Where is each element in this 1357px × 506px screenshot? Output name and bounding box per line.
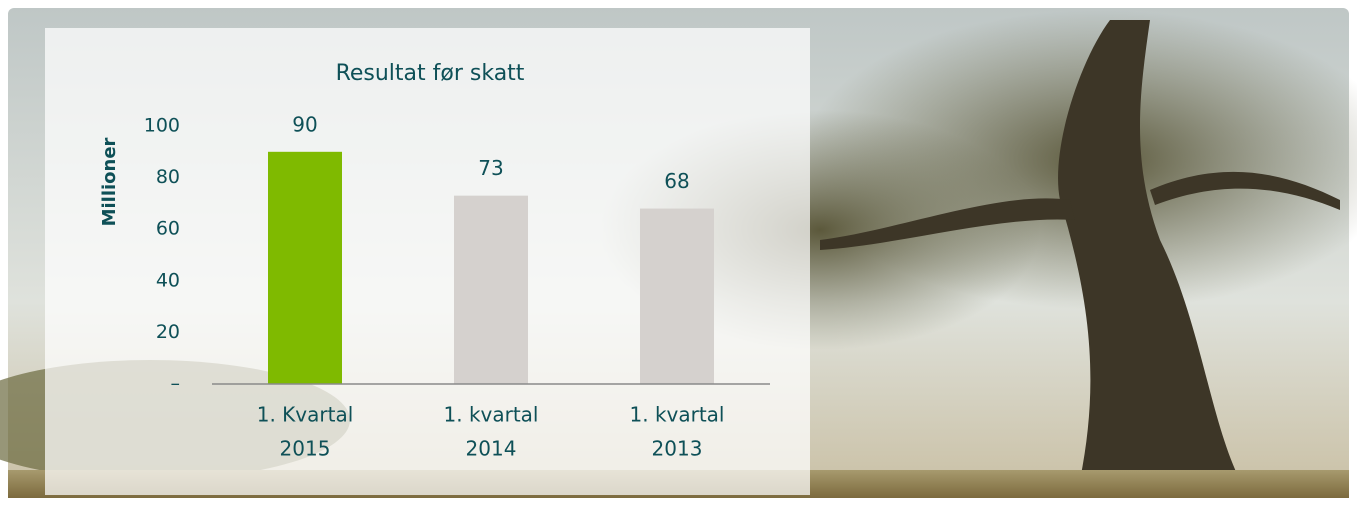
chart-title: Resultat før skatt bbox=[336, 61, 525, 86]
value-label: 90 bbox=[292, 112, 317, 136]
x-tick-label: 1. kvartal bbox=[630, 403, 725, 427]
y-axis-label: Millioner bbox=[99, 137, 120, 226]
x-tick-label: 1. kvartal bbox=[444, 403, 539, 427]
y-tick-label: 40 bbox=[156, 269, 180, 291]
x-tick-label: 1. Kvartal bbox=[257, 403, 354, 427]
y-tick-label: 80 bbox=[156, 166, 180, 188]
page: Resultat før skatt Millioner – 20 40 60 80 10… bbox=[0, 0, 1357, 506]
bar bbox=[454, 196, 528, 384]
y-tick-label: 100 bbox=[144, 115, 180, 137]
x-tick-label: 2014 bbox=[466, 437, 517, 461]
value-label: 68 bbox=[664, 169, 689, 193]
y-tick-label: 60 bbox=[156, 218, 180, 240]
y-tick-label: 20 bbox=[156, 321, 180, 343]
x-tick-label: 2013 bbox=[652, 437, 703, 461]
x-tick-label: 2015 bbox=[280, 437, 331, 461]
bar bbox=[268, 152, 342, 384]
y-tick-label: – bbox=[171, 373, 181, 395]
value-label: 73 bbox=[478, 156, 503, 180]
bar bbox=[640, 209, 714, 384]
